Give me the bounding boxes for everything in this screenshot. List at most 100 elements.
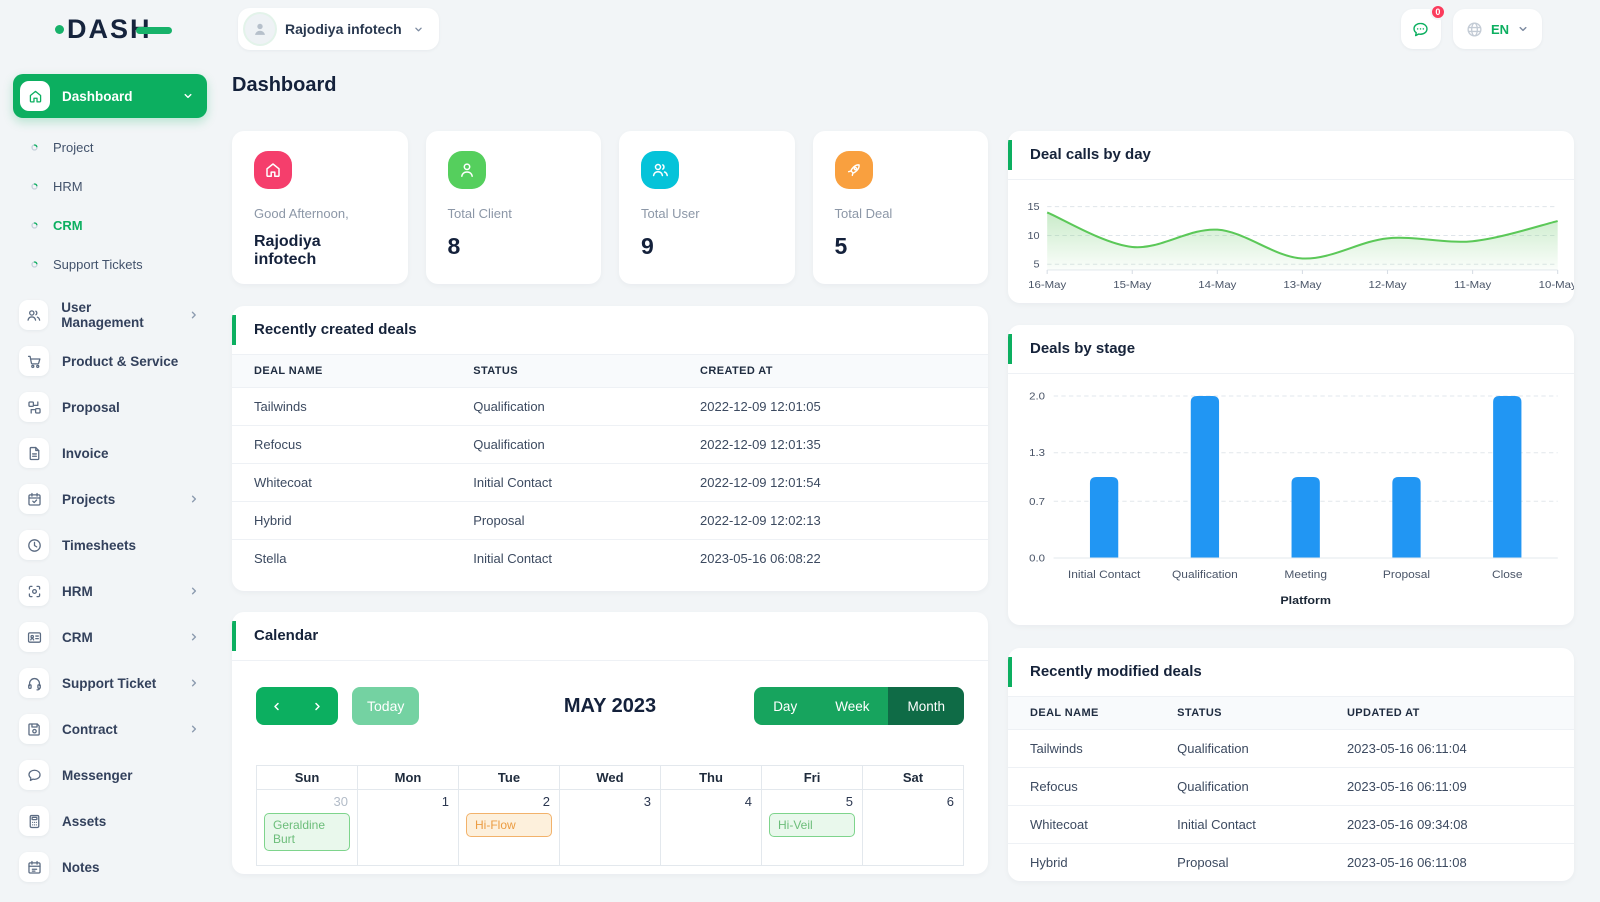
bar-initial-contact [1090, 477, 1118, 558]
calendar-day-cell[interactable]: 6 [863, 790, 964, 866]
table-cell: Hybrid [232, 502, 451, 540]
recently-modified-deals-table: Deal NameStatusUpdated AtTailwindsQualif… [1008, 697, 1574, 881]
calendar-next-button[interactable] [297, 687, 338, 725]
calendar-event[interactable]: Hi-Flow [466, 813, 552, 837]
chevron-down-icon [412, 23, 425, 36]
sidebar-subitem-hrm[interactable]: HRM [29, 167, 207, 206]
weekday-header-sat: Sat [863, 766, 964, 790]
calendar-day-cell[interactable]: 1 [358, 790, 459, 866]
sidebar-item-messenger[interactable]: Messenger [13, 752, 207, 798]
sidebar-subitem-project[interactable]: Project [29, 128, 207, 167]
sidebar-subitem-support-tickets[interactable]: Support Tickets [29, 245, 207, 284]
chevron-right-icon [310, 699, 325, 714]
i-headset-icon [19, 668, 49, 698]
language-selector[interactable]: EN [1453, 9, 1542, 49]
main-content: Dashboard Good Afternoon,Rajodiya infote… [232, 58, 1574, 902]
stat-value: 5 [835, 233, 967, 260]
i-scan-icon [19, 576, 49, 606]
weekday-header-tue: Tue [459, 766, 560, 790]
calendar-event[interactable]: Geraldine Burt [264, 813, 350, 851]
i-cal-check-icon [19, 484, 49, 514]
i-swap-icon [19, 392, 49, 422]
table-cell: Qualification [451, 426, 678, 464]
sidebar-item-label: Contract [62, 722, 118, 737]
table-cell: Tailwinds [1008, 730, 1155, 768]
table-cell: Qualification [1155, 768, 1325, 806]
weekday-header-mon: Mon [358, 766, 459, 790]
calendar-event[interactable]: Hi-Veil [769, 813, 855, 837]
sidebar-item-dashboard[interactable]: Dashboard [13, 74, 207, 118]
day-number: 5 [762, 790, 862, 811]
stat-label: Total Client [448, 206, 580, 221]
calendar-prev-button[interactable] [256, 687, 297, 725]
calendar-view-day[interactable]: Day [754, 687, 816, 725]
messages-button[interactable]: 0 [1401, 9, 1441, 49]
sidebar-item-contract[interactable]: Contract [13, 706, 207, 752]
sidebar-item-projects[interactable]: Projects [13, 476, 207, 522]
workspace-selector[interactable]: Rajodiya infotech [238, 8, 439, 50]
sidebar-item-product-service[interactable]: Product & Service [13, 338, 207, 384]
svg-text:0.7: 0.7 [1029, 496, 1045, 507]
i-invoice-icon [19, 438, 49, 468]
day-number: 30 [257, 790, 357, 811]
chevron-down-icon [1516, 22, 1530, 36]
chevron-right-icon [187, 630, 201, 644]
calendar-day-cell[interactable]: 4 [661, 790, 762, 866]
calendar-day-cell[interactable]: 3 [560, 790, 661, 866]
bullet-icon [29, 220, 40, 231]
weekday-header-thu: Thu [661, 766, 762, 790]
calendar-view-week[interactable]: Week [816, 687, 888, 725]
stat-value: 9 [641, 233, 773, 260]
recently-modified-deals-card: Recently modified deals Deal NameStatusU… [1008, 648, 1574, 881]
svg-text:0.0: 0.0 [1029, 553, 1045, 564]
sidebar-item-assets[interactable]: Assets [13, 798, 207, 844]
sidebar-menu: User Management Product & Service Proposal… [13, 288, 207, 890]
sidebar-item-label: Product & Service [62, 354, 178, 369]
sidebar-item-proposal[interactable]: Proposal [13, 384, 207, 430]
table-cell: Qualification [451, 388, 678, 426]
sidebar-item-hrm[interactable]: HRM [13, 568, 207, 614]
weekday-header-wed: Wed [560, 766, 661, 790]
sidebar-item-timesheets[interactable]: Timesheets [13, 522, 207, 568]
sidebar-item-support-ticket[interactable]: Support Ticket [13, 660, 207, 706]
table-cell: 2022-12-09 12:01:54 [678, 464, 988, 502]
sidebar-item-invoice[interactable]: Invoice [13, 430, 207, 476]
app-logo[interactable]: DASH [55, 14, 172, 45]
stat-card-good-afternoon-: Good Afternoon,Rajodiya infotech [232, 131, 408, 284]
day-number: 1 [358, 790, 458, 811]
table-cell: Refocus [1008, 768, 1155, 806]
bullet-icon [29, 181, 40, 192]
card-title: Deals by stage [1030, 340, 1135, 357]
sidebar-subitem-crm[interactable]: CRM [29, 206, 207, 245]
sidebar-item-notes[interactable]: Notes [13, 844, 207, 890]
stats-row: Good Afternoon,Rajodiya infotech Total Cl… [232, 131, 988, 284]
column-header-status: Status [451, 355, 678, 388]
calendar-view-month[interactable]: Month [888, 687, 964, 725]
page-title: Dashboard [232, 74, 1574, 97]
stat-value: Rajodiya infotech [254, 233, 386, 269]
sidebar-item-crm[interactable]: CRM [13, 614, 207, 660]
calendar-today-button[interactable]: Today [352, 687, 419, 725]
svg-text:10: 10 [1027, 231, 1039, 242]
sidebar-item-label: Notes [62, 860, 100, 875]
table-cell: 2023-05-16 06:11:09 [1325, 768, 1574, 806]
sidebar-item-user-management[interactable]: User Management [13, 292, 207, 338]
sidebar-item-label: User Management [61, 300, 174, 330]
